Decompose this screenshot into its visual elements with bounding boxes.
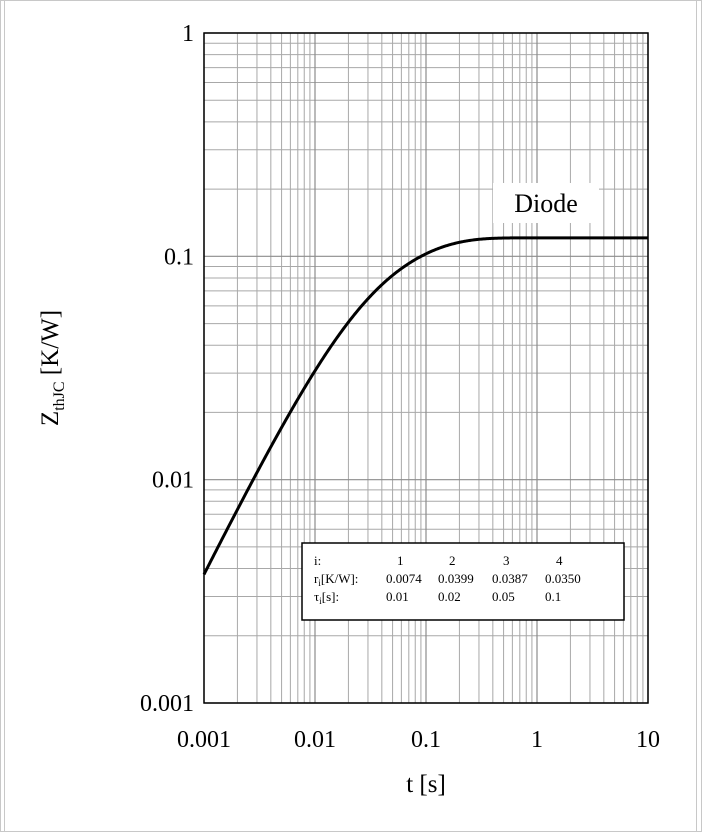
table-row-label-subscript: i <box>319 596 322 606</box>
y-axis-title-base: Z <box>37 411 64 426</box>
y-tick-label: 0.1 <box>164 244 194 270</box>
y-axis-title-unit: [K/W] <box>37 310 64 382</box>
x-tick-label: 0.001 <box>177 727 231 753</box>
series-label-background <box>493 183 599 223</box>
table-header-value: 1 <box>397 553 404 568</box>
table-header-value: 4 <box>556 553 563 568</box>
table-row-label-base: τ <box>314 589 319 604</box>
table-row-label-subscript: i <box>318 578 321 588</box>
table-header-value: 3 <box>503 553 510 568</box>
table-row-label-base: r <box>314 571 319 586</box>
y-tick-label: 0.001 <box>140 691 194 717</box>
parameter-table: i: 1 2 3 4ri[K/W]: 0.0074 0.0399 0.0387 0.0350τi… <box>301 542 625 621</box>
table-cell: 0.0350 <box>545 571 581 586</box>
table-cell: 0.0074 <box>386 571 422 586</box>
table-header-label: i: <box>314 553 321 568</box>
x-tick-labels: 0.001 0.01 0.1 1 10 <box>177 727 660 753</box>
series-line-diode <box>202 236 648 576</box>
parameter-table-box <box>301 542 625 621</box>
table-cell: 0.0399 <box>438 571 474 586</box>
x-tick-label: 0.01 <box>294 727 336 753</box>
table-cell: 0.02 <box>438 589 461 604</box>
x-tick-label: 1 <box>531 727 543 753</box>
y-tick-labels: 0.001 0.01 0.1 1 <box>140 21 194 717</box>
y-axis-title: ZthJC [K/W] <box>37 310 68 426</box>
y-tick-label: 1 <box>182 21 194 47</box>
plot-area <box>203 32 649 704</box>
x-tick-label: 0.1 <box>411 727 441 753</box>
table-header-value: 2 <box>449 553 456 568</box>
table-row-label-unit: [s]: <box>322 589 339 604</box>
table-cell: 0.01 <box>386 589 409 604</box>
table-row-label: ri[K/W]: <box>314 571 358 588</box>
x-tick-label: 10 <box>636 727 660 753</box>
x-axis-title: t [s] <box>406 771 446 798</box>
table-cell: 0.05 <box>492 589 515 604</box>
y-axis-title-subscript: thJC <box>51 381 68 410</box>
table-cell: 0.1 <box>545 589 561 604</box>
y-tick-label: 0.01 <box>152 468 194 494</box>
table-row-label: τi[s]: <box>314 589 339 606</box>
table-cell: 0.0387 <box>492 571 528 586</box>
series-label-diode: Diode <box>514 189 578 218</box>
table-row-label-unit: [K/W]: <box>321 571 359 586</box>
